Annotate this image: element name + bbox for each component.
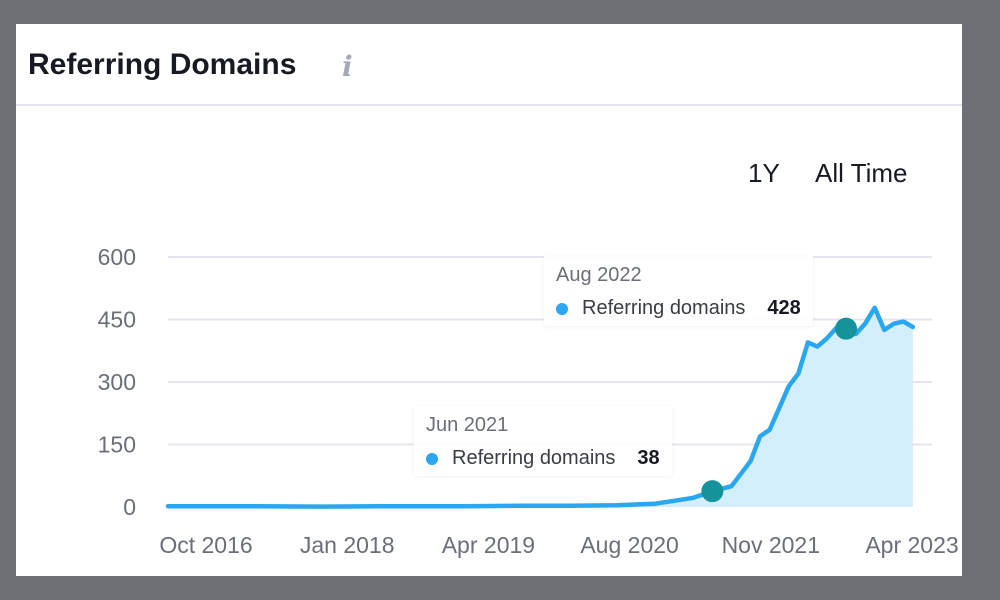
tooltip-aug-2022: Aug 2022 Referring domains 428 — [544, 256, 813, 326]
tooltip-series-name: Referring domains — [582, 297, 746, 319]
series-dot-icon — [556, 302, 568, 315]
range-1y-button[interactable]: 1Y — [748, 158, 780, 188]
series-dot-icon — [426, 452, 438, 465]
card-header: Referring Domains i — [16, 24, 962, 106]
tooltip-date: Jun 2021 — [426, 414, 509, 436]
tooltip-value: 428 — [767, 297, 801, 319]
info-icon[interactable]: i — [342, 50, 353, 83]
x-tick-label: Apr 2023 — [865, 532, 958, 558]
series-area — [168, 307, 913, 507]
range-all-time-button[interactable]: All Time — [815, 158, 908, 188]
x-tick-label: Nov 2021 — [722, 532, 820, 558]
x-tick-label: Aug 2020 — [580, 532, 678, 558]
x-tick-label: Oct 2016 — [159, 532, 252, 558]
y-tick-label: 300 — [98, 369, 136, 395]
tooltip-date: Aug 2022 — [556, 264, 642, 286]
y-tick-label: 150 — [98, 432, 136, 458]
highlight-marker — [701, 480, 724, 503]
tooltip-row: Referring domains 38 — [426, 447, 660, 470]
series-line — [165, 305, 916, 509]
tooltip-jun-2021: Jun 2021 Referring domains 38 — [414, 406, 672, 476]
y-tick-label: 450 — [98, 307, 136, 333]
tooltip-series-name: Referring domains — [452, 447, 616, 469]
tooltip-value: 38 — [637, 447, 660, 469]
y-tick-label: 600 — [98, 244, 136, 270]
tooltip-row: Referring domains 428 — [556, 297, 801, 320]
y-tick-label: 0 — [123, 494, 136, 520]
x-tick-label: Jan 2018 — [300, 532, 395, 558]
x-tick-label: Apr 2019 — [442, 532, 535, 558]
card-title: Referring Domains — [28, 48, 297, 81]
highlight-marker — [835, 317, 858, 340]
